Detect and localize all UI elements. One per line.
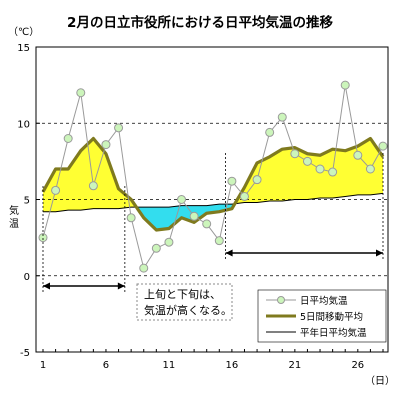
daily-point-16 [227,176,237,186]
series-layer [38,80,388,273]
y-ticks: -5 0 5 10 15 [17,43,40,359]
period-arrowhead-left-0 [43,282,50,290]
series-line-moving-average [41,136,385,232]
y-tick-label-5: 5 [24,196,30,207]
daily-point-10 [151,243,161,253]
legend-label-normal: 平年日平均気温 [300,327,367,339]
daily-point-17 [239,191,249,201]
y-tick-label-0: 0 [24,272,30,283]
daily-point-12 [177,195,187,204]
daily-point-22 [302,156,312,166]
period-arrowhead-right-0 [117,282,125,290]
period-arrowhead-right-1 [376,249,383,257]
daily-point-24 [328,167,338,177]
daily-point-11 [164,237,174,247]
daily-point-28 [378,141,388,151]
daily-point-6 [101,140,111,150]
daily-point-25 [340,80,350,90]
period-arrowhead-left-1 [225,249,233,257]
x-tick-label-21: 21 [288,360,301,371]
daily-point-21 [290,149,300,159]
daily-point-13 [189,211,199,221]
y-axis-label: 気温 [9,204,19,230]
daily-point-18 [252,175,262,185]
daily-point-23 [315,164,325,174]
daily-point-1 [38,233,48,243]
x-tick-label-11: 11 [163,360,176,371]
series-line-daily [42,85,384,270]
plot-frame [35,46,389,353]
chart-title: 2月の日立市役所における日平均気温の推移 [67,14,333,31]
legend-label-daily: 日平均気温 [300,295,348,307]
x-tick-label-6: 6 [103,360,109,371]
legend-marker-daily [277,296,285,304]
x-tick-label-26: 26 [351,360,364,371]
annotation-box: 上旬と下旬は、 気温が高くなる。 [136,283,233,321]
daily-point-2 [51,185,61,195]
annotation-line-1: 上旬と下旬は、 [144,288,221,301]
daily-point-3 [63,134,73,143]
daily-point-20 [277,112,287,122]
y-tick-label--5: -5 [20,348,30,359]
daily-point-26 [353,150,363,160]
annotation-frame [136,283,233,321]
daily-point-15 [214,236,224,246]
series-line-normal [43,192,384,213]
daily-point-19 [265,127,275,137]
daily-point-14 [202,219,212,229]
x-tick-label-16: 16 [226,360,239,371]
y-tick-label-15: 15 [17,43,30,54]
daily-point-5 [88,181,98,191]
legend-label-moving: 5日間移動平均 [300,311,363,323]
y-tick-label-10: 10 [17,119,30,130]
annotation: 上旬と下旬は、 気温が高くなる。 [42,153,384,321]
daily-point-27 [365,164,375,174]
annotation-line-2: 気温が高くなる。 [144,303,232,317]
daily-point-4 [76,88,86,98]
daily-point-7 [114,123,124,133]
y-unit-label: （℃） [8,26,39,38]
grid-lines [36,122,388,277]
daily-point-9 [139,263,149,273]
legend: 日平均気温 5日間移動平均 平年日平均気温 [257,289,387,343]
x-unit-label: （日） [365,375,395,387]
x-tick-label-1: 1 [40,360,46,371]
daily-point-8 [126,213,136,223]
